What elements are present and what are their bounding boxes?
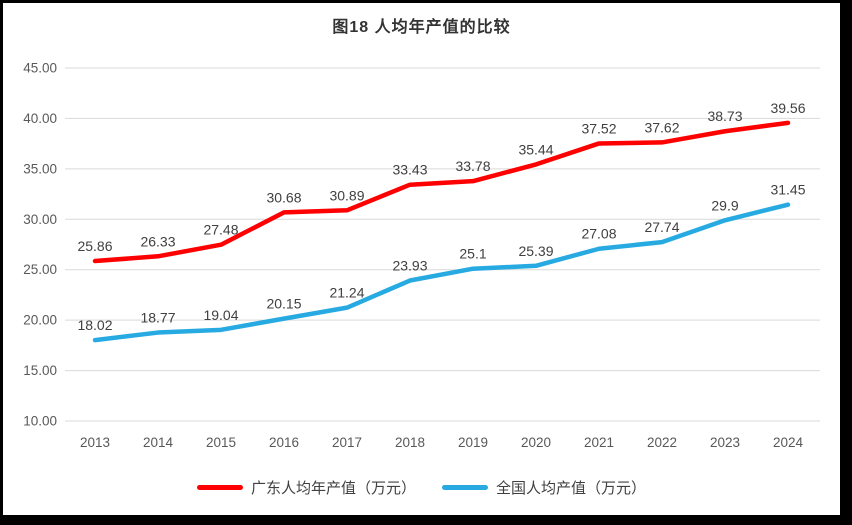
x-axis-tick-label: 2020	[521, 435, 551, 450]
legend-label-guangdong: 广东人均年产值（万元）	[250, 480, 416, 497]
x-axis-tick-label: 2015	[206, 435, 236, 450]
data-label-series-1: 29.9	[711, 197, 738, 213]
data-label-series-1: 18.77	[140, 310, 175, 326]
data-label-series-0: 30.68	[266, 189, 301, 205]
chart-title: 图18 人均年产值的比较	[332, 19, 511, 36]
legend-item-national[interactable]: 全国人均产值（万元）	[442, 477, 646, 498]
y-axis-tick-label: 35.00	[23, 161, 57, 176]
data-label-series-1: 21.24	[329, 285, 364, 301]
x-axis-tick-label: 2021	[584, 435, 614, 450]
data-label-series-0: 33.78	[455, 158, 490, 174]
data-label-series-0: 30.89	[329, 187, 364, 203]
y-axis-tick-label: 30.00	[23, 212, 57, 227]
data-label-series-1: 18.02	[77, 317, 112, 333]
data-label-series-1: 20.15	[266, 296, 301, 312]
series-line-0	[92, 120, 791, 264]
data-label-series-0: 33.43	[392, 162, 427, 178]
y-axis-tick-label: 15.00	[23, 363, 57, 378]
legend-item-guangdong[interactable]: 广东人均年产值（万元）	[196, 477, 416, 498]
data-label-series-0: 25.86	[77, 238, 112, 254]
line-chart-plot-area: 45.00 40.00 35.00 30.00 25.00 20.00 15.00 10.00…	[23, 61, 820, 450]
y-axis-tick-label: 45.00	[23, 61, 57, 76]
data-label-series-1: 25.39	[518, 243, 553, 259]
data-label-series-1: 31.45	[770, 182, 805, 198]
y-axis-tick-label: 20.00	[23, 313, 57, 328]
data-label-series-0: 37.62	[644, 119, 679, 135]
data-label-series-0: 38.73	[707, 108, 742, 124]
x-axis-tick-label: 2024	[773, 435, 804, 450]
data-label-series-0: 27.48	[203, 222, 238, 238]
data-label-series-1: 19.04	[203, 307, 238, 323]
x-axis-tick-label: 2013	[80, 435, 110, 450]
data-label-series-1: 27.08	[581, 226, 616, 242]
x-axis-tick-label: 2018	[395, 435, 425, 450]
y-axis-tick-label: 10.00	[23, 414, 57, 429]
data-label-series-0: 35.44	[518, 141, 553, 157]
x-axis-tick-label: 2017	[332, 435, 362, 450]
legend-label-national: 全国人均产值（万元）	[496, 480, 647, 497]
data-label-series-0: 26.33	[140, 233, 175, 249]
x-axis-tick-label: 2014	[143, 435, 174, 450]
data-label-series-1: 23.93	[392, 258, 427, 274]
x-axis-tick-label: 2023	[710, 435, 740, 450]
legend-marker-national-line	[442, 485, 488, 490]
x-axis-tick-label: 2016	[269, 435, 299, 450]
y-axis-tick-label: 40.00	[23, 111, 57, 126]
y-axis-tick-label: 25.00	[23, 262, 57, 277]
data-label-series-1: 25.1	[459, 246, 486, 262]
series-line-1	[92, 202, 791, 343]
x-axis-tick-label: 2022	[647, 435, 677, 450]
x-axis-tick-label: 2019	[458, 435, 488, 450]
legend: 广东人均年产值（万元） 全国人均产值（万元）	[3, 477, 840, 498]
chart-frame: 图18 人均年产值的比较 45.00 40.00 35.00 30.00 25.00 20…	[3, 3, 840, 515]
data-label-series-0: 39.56	[770, 100, 805, 116]
data-label-series-1: 27.74	[644, 219, 679, 235]
data-label-series-0: 37.52	[581, 120, 616, 136]
legend-marker-guangdong-line	[196, 485, 243, 490]
